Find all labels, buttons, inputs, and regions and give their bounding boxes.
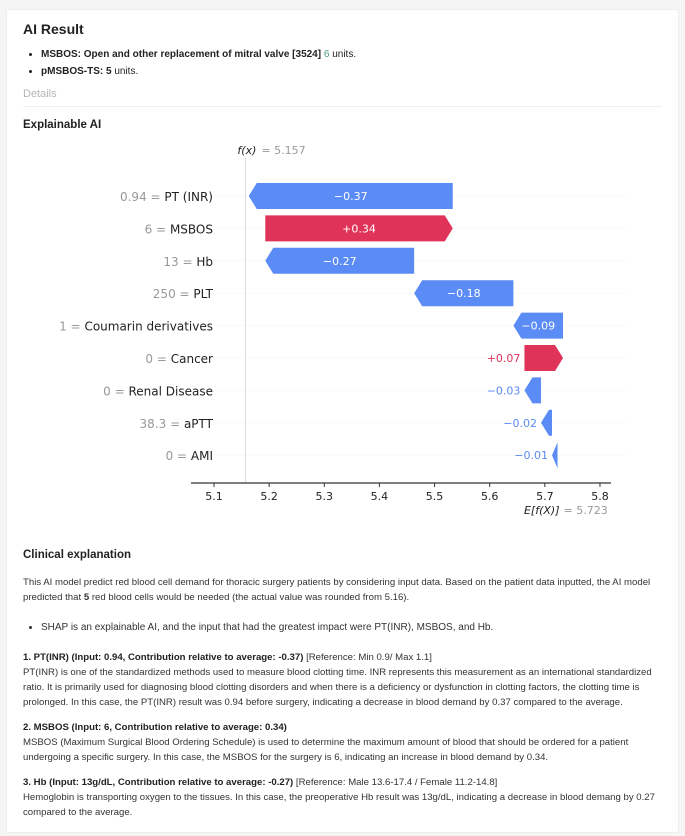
section-hb: 3. Hb (Input: 13g/dL, Contribution relat… <box>23 777 655 818</box>
bar-value-label: −0.18 <box>447 287 481 300</box>
feature-label: 0.94 = PT (INR) <box>120 190 213 204</box>
feature-label: 1 = Coumarin derivatives <box>59 320 213 334</box>
clinical-bullet: SHAP is an explainable AI, and the input… <box>41 619 663 636</box>
clinical-intro: This AI model predict red blood cell dem… <box>23 577 651 603</box>
shap-bar <box>552 442 558 469</box>
shap-bar <box>524 345 564 371</box>
feature-label: 6 = MSBOS <box>145 222 213 236</box>
bar-value-label: −0.02 <box>503 417 537 430</box>
x-tick-label: 5.5 <box>426 490 444 503</box>
feature-label: 0 = AMI <box>166 449 213 463</box>
bar-value-label: +0.34 <box>342 222 376 235</box>
details-toggle[interactable]: Details <box>23 88 662 107</box>
feature-label: 250 = PLT <box>153 287 214 301</box>
section-msbos: 2. MSBOS (Input: 6, Contribution relativ… <box>23 722 629 763</box>
bar-value-label: −0.03 <box>487 384 521 397</box>
feature-label: 13 = Hb <box>163 255 213 269</box>
shap-bar <box>540 409 553 436</box>
x-tick-label: 5.1 <box>205 490 223 503</box>
shap-bar <box>524 377 541 404</box>
shap-bar <box>265 247 415 274</box>
x-tick-label: 5.8 <box>591 490 609 503</box>
x-tick-label: 5.6 <box>481 490 499 503</box>
bar-value-label: −0.37 <box>334 190 368 203</box>
shap-bar <box>414 280 514 307</box>
shap-waterfall-chart: f(x) = 5.157 −0.37 0.94 = PT (INR) +0.34 6 = … <box>59 144 627 517</box>
bar-value-label: −0.27 <box>323 255 357 268</box>
fx-label: f(x) <box>237 144 256 157</box>
feature-label: 38.3 = aPTT <box>140 417 214 431</box>
bar-value-label: −0.01 <box>514 449 548 462</box>
explainable-ai-title: Explainable AI <box>23 119 102 131</box>
x-tick-label: 5.4 <box>371 490 389 503</box>
shap-bar <box>513 312 564 339</box>
bar-value-label: −0.09 <box>521 320 555 333</box>
result-card: AI Result MSBOS: Open and other replacem… <box>6 9 679 833</box>
feature-label: 0 = Cancer <box>145 352 213 366</box>
ex-value: = 5.723 <box>564 504 608 517</box>
ai-result-title: AI Result <box>23 21 84 37</box>
clinical-explanation: Clinical explanation This AI model predi… <box>23 548 663 830</box>
clinical-title: Clinical explanation <box>23 549 131 561</box>
ex-label: E[f(X)] <box>524 504 560 517</box>
feature-label: 0 = Renal Disease <box>103 384 213 398</box>
result-item-msbos: MSBOS: Open and other replacement of mit… <box>41 46 662 63</box>
shap-bar <box>265 215 453 242</box>
x-tick-label: 5.2 <box>260 490 278 503</box>
result-list: MSBOS: Open and other replacement of mit… <box>23 46 662 80</box>
section-pt-inr: 1. PT(INR) (Input: 0.94, Contribution re… <box>23 652 652 708</box>
shap-bar <box>248 183 453 209</box>
bar-value-label: +0.07 <box>487 352 521 365</box>
result-item-pmsbos: pMSBOS-TS: 5 units. <box>41 63 662 80</box>
x-tick-label: 5.3 <box>316 490 334 503</box>
fx-value: = 5.157 <box>261 144 305 157</box>
x-tick-label: 5.7 <box>536 490 554 503</box>
